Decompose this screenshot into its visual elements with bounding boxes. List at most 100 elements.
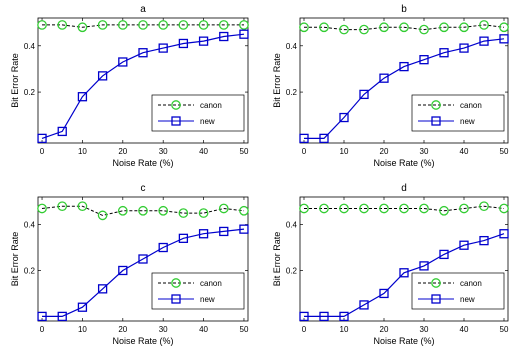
data-point-canon <box>57 201 68 212</box>
data-point-canon <box>399 22 409 33</box>
legend-marker-canon <box>171 278 181 288</box>
data-point-canon <box>77 201 88 212</box>
data-point-canon <box>239 20 249 30</box>
data-point-new <box>359 300 369 310</box>
data-point-new <box>138 48 148 58</box>
data-point-new <box>359 89 369 100</box>
x-tick-label: 50 <box>500 325 509 334</box>
x-tick-label: 40 <box>460 325 469 334</box>
x-tick-label: 10 <box>78 325 87 334</box>
data-point-canon <box>479 201 489 212</box>
data-point-canon <box>158 205 169 216</box>
data-point-canon <box>459 203 469 214</box>
data-point-new <box>379 73 389 83</box>
y-tick-label: 0.4 <box>286 42 298 51</box>
subplot-a: a 0 10 20 30 40 50 0.2 0.4 Noise Rate (%) Bit Erro… <box>10 4 249 168</box>
legend: canon new <box>151 272 245 310</box>
data-point-new <box>399 61 409 72</box>
x-tick-label: 0 <box>40 147 45 156</box>
x-axis-label: Noise Rate (%) <box>373 158 434 168</box>
data-point-new <box>37 311 47 322</box>
y-axis-label: Bit Error Rate <box>10 232 20 287</box>
x-axis-label: Noise Rate (%) <box>112 336 173 346</box>
x-tick-label: 30 <box>159 147 168 156</box>
data-point-canon <box>57 20 68 30</box>
data-point-canon <box>459 22 469 33</box>
legend: canon new <box>151 94 245 132</box>
legend-marker-new <box>431 294 441 304</box>
data-point-new <box>198 36 209 46</box>
data-point-canon <box>359 24 369 35</box>
series-new <box>37 29 249 144</box>
series-canon <box>37 20 249 33</box>
y-tick-label: 0.4 <box>24 221 36 230</box>
y-axis-label: Bit Error Rate <box>272 232 282 287</box>
data-point-new <box>37 133 47 144</box>
series-new <box>299 229 509 322</box>
data-point-new <box>299 311 309 322</box>
x-tick-label: 40 <box>199 147 208 156</box>
data-point-new <box>319 133 329 144</box>
data-point-canon <box>138 205 148 216</box>
x-tick-label: 50 <box>500 147 509 156</box>
panel-title: b <box>401 4 407 15</box>
data-point-canon <box>379 203 389 214</box>
x-tick-label: 50 <box>240 325 249 334</box>
data-point-new <box>399 268 409 278</box>
x-tick-label: 30 <box>420 325 429 334</box>
subplot-d: d 0 10 20 30 40 50 0.2 0.4 Noise Rate (%) Bit Erro… <box>272 183 509 346</box>
data-point-canon <box>97 210 108 221</box>
data-point-new <box>479 36 489 46</box>
series-canon <box>37 201 249 221</box>
data-point-new <box>379 288 389 299</box>
x-tick-label: 40 <box>460 147 469 156</box>
x-tick-label: 0 <box>40 325 45 334</box>
data-point-canon <box>499 203 509 214</box>
legend-marker-canon <box>171 100 181 110</box>
series-new <box>37 224 249 322</box>
legend: canon new <box>411 94 505 132</box>
data-point-canon <box>218 20 229 30</box>
data-point-new <box>299 133 309 144</box>
panel-title: a <box>140 4 146 15</box>
x-tick-label: 0 <box>302 325 307 334</box>
x-tick-label: 20 <box>380 147 389 156</box>
series-line-new <box>304 233 505 317</box>
y-axis-label: Bit Error Rate <box>272 53 282 108</box>
legend-marker-canon <box>431 100 441 110</box>
data-point-new <box>178 233 189 243</box>
data-point-canon <box>439 205 449 216</box>
data-point-new <box>97 284 108 294</box>
subplot-b: b 0 10 20 30 40 50 0.2 0.4 Noise Rate (%) Bit Erro… <box>272 4 509 168</box>
data-point-new <box>239 29 249 39</box>
legend-label-new: new <box>200 295 215 304</box>
legend-label-new: new <box>460 295 475 304</box>
data-point-canon <box>77 22 88 33</box>
legend-marker-new <box>171 294 181 304</box>
series-canon <box>299 20 509 35</box>
legend-marker-new <box>171 116 181 126</box>
data-point-canon <box>198 208 209 218</box>
data-point-canon <box>97 20 108 30</box>
series-line-canon <box>304 205 505 212</box>
data-point-new <box>158 43 168 53</box>
legend-label-canon: canon <box>200 279 222 288</box>
data-point-new <box>499 34 509 44</box>
data-point-canon <box>359 203 369 214</box>
data-point-canon <box>37 203 47 214</box>
data-point-new <box>439 249 449 260</box>
data-point-new <box>178 38 189 49</box>
data-point-canon <box>399 203 409 214</box>
legend-marker-new <box>431 116 441 126</box>
series-line-canon <box>41 205 245 216</box>
data-point-canon <box>239 205 249 216</box>
x-tick-label: 30 <box>420 147 429 156</box>
x-axis-label: Noise Rate (%) <box>373 336 434 346</box>
series-line-new <box>42 228 245 317</box>
data-point-canon <box>218 203 229 214</box>
data-point-new <box>239 224 249 234</box>
data-point-new <box>138 254 148 264</box>
data-point-new <box>319 311 329 322</box>
data-point-new <box>499 229 509 239</box>
